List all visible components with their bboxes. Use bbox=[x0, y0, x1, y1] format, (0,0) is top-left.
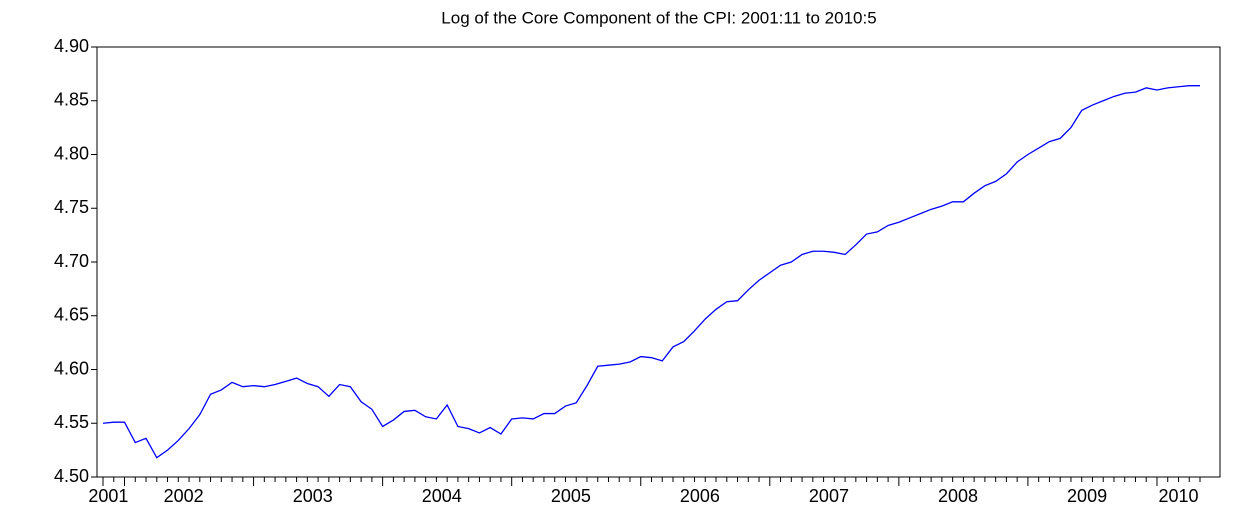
x-tick-label: 2006 bbox=[680, 486, 720, 506]
x-tick-label: 2002 bbox=[164, 486, 204, 506]
y-tick-label: 4.60 bbox=[54, 358, 89, 378]
y-tick-label: 4.85 bbox=[54, 90, 89, 110]
y-tick-label: 4.50 bbox=[54, 466, 89, 486]
chart-title: Log of the Core Component of the CPI: 20… bbox=[441, 8, 876, 27]
plot-frame bbox=[96, 46, 1221, 478]
y-tick-label: 4.80 bbox=[54, 143, 89, 163]
x-tick-label: 2005 bbox=[551, 486, 591, 506]
x-tick-label: 2007 bbox=[809, 486, 849, 506]
y-tick-label: 4.65 bbox=[54, 305, 89, 325]
x-tick-label: 2008 bbox=[938, 486, 978, 506]
x-tick-label: 2010 bbox=[1158, 486, 1198, 506]
x-tick-label: 2003 bbox=[293, 486, 333, 506]
x-tick-label: 2004 bbox=[422, 486, 462, 506]
y-tick-label: 4.75 bbox=[54, 197, 89, 217]
y-tick-label: 4.55 bbox=[54, 412, 89, 432]
y-tick-label: 4.70 bbox=[54, 251, 89, 271]
data-line bbox=[102, 85, 1200, 459]
y-tick-label: 4.90 bbox=[54, 36, 89, 56]
x-tick-label: 2009 bbox=[1067, 486, 1107, 506]
x-tick-label: 2001 bbox=[88, 486, 128, 506]
